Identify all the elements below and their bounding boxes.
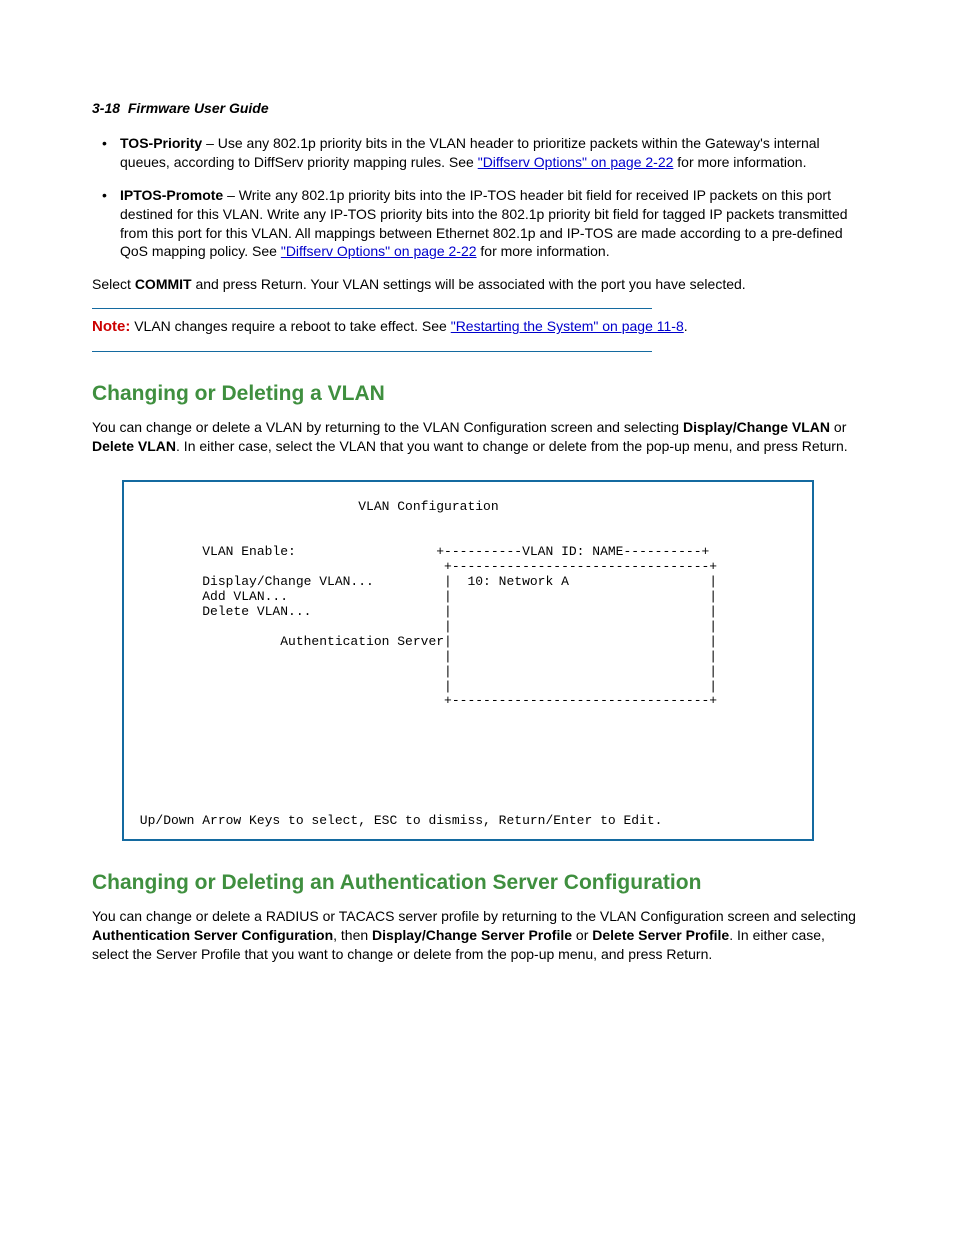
term-iptos-promote: IPTOS-Promote bbox=[120, 187, 223, 203]
body-text: or bbox=[830, 419, 846, 435]
commit-paragraph: Select COMMIT and press Return. Your VLA… bbox=[92, 275, 862, 294]
note-rule-bottom bbox=[92, 351, 652, 352]
bullet-list: TOS-Priority – Use any 802.1p priority b… bbox=[92, 134, 862, 261]
bullet-tos-priority: TOS-Priority – Use any 802.1p priority b… bbox=[120, 134, 862, 172]
heading-changing-vlan: Changing or Deleting a VLAN bbox=[92, 382, 862, 406]
body-text: or bbox=[572, 927, 592, 943]
terminal-content: VLAN Configuration VLAN Enable: +-------… bbox=[132, 500, 804, 829]
note-paragraph: Note: VLAN changes require a reboot to t… bbox=[92, 317, 862, 337]
term-commit: COMMIT bbox=[135, 276, 192, 292]
link-diffserv-1[interactable]: "Diffserv Options" on page 2-22 bbox=[478, 154, 674, 170]
terminal-vlan-config: VLAN Configuration VLAN Enable: +-------… bbox=[122, 480, 814, 841]
body-text: Select bbox=[92, 276, 135, 292]
body-text: , then bbox=[333, 927, 372, 943]
section2-paragraph: You can change or delete a RADIUS or TAC… bbox=[92, 907, 862, 964]
body-text: You can change or delete a VLAN by retur… bbox=[92, 419, 683, 435]
page-header: 3-18 Firmware User Guide bbox=[92, 100, 862, 116]
term-delete-vlan: Delete VLAN bbox=[92, 438, 176, 454]
term-display-change-profile: Display/Change Server Profile bbox=[372, 927, 572, 943]
term-delete-profile: Delete Server Profile bbox=[592, 927, 729, 943]
note-label: Note: bbox=[92, 318, 130, 335]
body-text: and press Return. Your VLAN settings wil… bbox=[192, 276, 746, 292]
heading-changing-auth-server: Changing or Deleting an Authentication S… bbox=[92, 871, 862, 895]
body-text: VLAN changes require a reboot to take ef… bbox=[130, 318, 450, 334]
body-text: for more information. bbox=[477, 243, 610, 259]
page-ref: 3-18 bbox=[92, 100, 120, 116]
bullet-iptos-promote: IPTOS-Promote – Write any 802.1p priorit… bbox=[120, 186, 862, 262]
body-text: You can change or delete a RADIUS or TAC… bbox=[92, 908, 856, 924]
term-auth-server-config: Authentication Server Configuration bbox=[92, 927, 333, 943]
body-text: for more information. bbox=[673, 154, 806, 170]
note-rule-top bbox=[92, 308, 652, 309]
link-diffserv-2[interactable]: "Diffserv Options" on page 2-22 bbox=[281, 243, 477, 259]
body-text: . bbox=[684, 318, 688, 334]
body-text: . In either case, select the VLAN that y… bbox=[176, 438, 848, 454]
document-page: 3-18 Firmware User Guide TOS-Priority – … bbox=[0, 0, 954, 1034]
term-display-change-vlan: Display/Change VLAN bbox=[683, 419, 830, 435]
link-restarting-system[interactable]: "Restarting the System" on page 11-8 bbox=[451, 318, 684, 334]
section1-paragraph: You can change or delete a VLAN by retur… bbox=[92, 418, 862, 456]
term-tos-priority: TOS-Priority bbox=[120, 135, 202, 151]
guide-title: Firmware User Guide bbox=[128, 100, 269, 116]
